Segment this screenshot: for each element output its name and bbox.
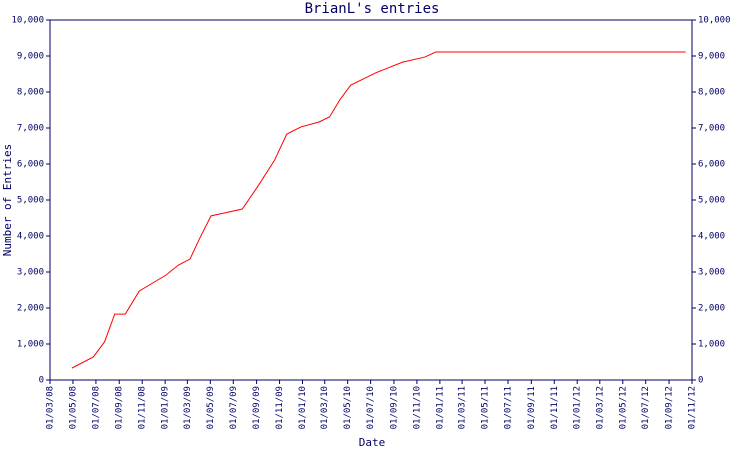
- y-tick-label: 0: [39, 376, 44, 386]
- x-tick-label: 01/07/08: [91, 386, 101, 429]
- data-line: [71, 51, 686, 369]
- x-tick-label: 01/09/11: [527, 386, 537, 429]
- y-tick-label: 10,000: [11, 16, 44, 26]
- x-tick-label: 01/05/12: [618, 386, 628, 429]
- x-tick-label: 01/07/10: [366, 386, 376, 429]
- x-tick-label: 01/01/11: [435, 386, 445, 429]
- x-tick-label: 01/01/09: [161, 386, 171, 429]
- x-tick-label: 01/05/08: [68, 386, 78, 429]
- x-tick-label: 01/03/12: [595, 386, 605, 429]
- y-axis-title: Number of Entries: [1, 144, 14, 257]
- y2-tick-label: 7,000: [698, 124, 725, 134]
- y2-tick-label: 3,000: [698, 268, 725, 278]
- x-tick-label: 01/03/11: [458, 386, 468, 429]
- y-tick-label: 3,000: [17, 268, 44, 278]
- x-tick-label: 01/09/12: [665, 386, 675, 429]
- y2-tick-label: 1,000: [698, 340, 725, 350]
- y-tick-label: 2,000: [17, 304, 44, 314]
- y2-tick-label: 8,000: [698, 88, 725, 98]
- chart-title: BrianL's entries: [305, 1, 440, 17]
- y2-tick-label: 6,000: [698, 160, 725, 170]
- x-tick-label: 01/11/11: [550, 386, 560, 429]
- x-tick-label: 01/05/10: [343, 386, 353, 429]
- y2-tick-label: 9,000: [698, 52, 725, 62]
- x-tick-label: 01/05/11: [481, 386, 491, 429]
- x-tick-label: 01/11/09: [275, 386, 285, 429]
- x-tick-label: 01/03/08: [46, 386, 56, 429]
- x-tick-label: 01/11/08: [138, 386, 148, 429]
- x-tick-label: 01/09/09: [252, 386, 262, 429]
- x-tick-label: 01/11/12: [688, 386, 698, 429]
- x-tick-label: 01/07/12: [641, 386, 651, 429]
- y-tick-label: 7,000: [17, 124, 44, 134]
- y2-tick-label: 5,000: [698, 196, 725, 206]
- x-tick-label: 01/07/09: [229, 386, 239, 429]
- x-tick-label: 01/09/10: [389, 386, 399, 429]
- x-tick-label: 01/09/08: [115, 386, 125, 429]
- y-tick-label: 1,000: [17, 340, 44, 350]
- y2-tick-label: 2,000: [698, 304, 725, 314]
- y2-tick-label: 10,000: [698, 16, 731, 26]
- x-tick-label: 01/03/09: [183, 386, 193, 429]
- x-tick-label: 01/05/09: [206, 386, 216, 429]
- plot-frame: [49, 19, 693, 381]
- x-tick-label: 01/03/10: [320, 386, 330, 429]
- x-tick-label: 01/07/11: [503, 386, 513, 429]
- x-tick-label: 01/01/10: [298, 386, 308, 429]
- y-tick-label: 4,000: [17, 232, 44, 242]
- y-tick-label: 8,000: [17, 88, 44, 98]
- y2-tick-label: 0: [698, 376, 703, 386]
- y2-tick-label: 4,000: [698, 232, 725, 242]
- y-tick-label: 5,000: [17, 196, 44, 206]
- x-tick-label: 01/01/12: [573, 386, 583, 429]
- x-axis-title: Date: [359, 436, 386, 449]
- x-tick-label: 01/11/10: [412, 386, 422, 429]
- y-tick-label: 9,000: [17, 52, 44, 62]
- y-tick-label: 6,000: [17, 160, 44, 170]
